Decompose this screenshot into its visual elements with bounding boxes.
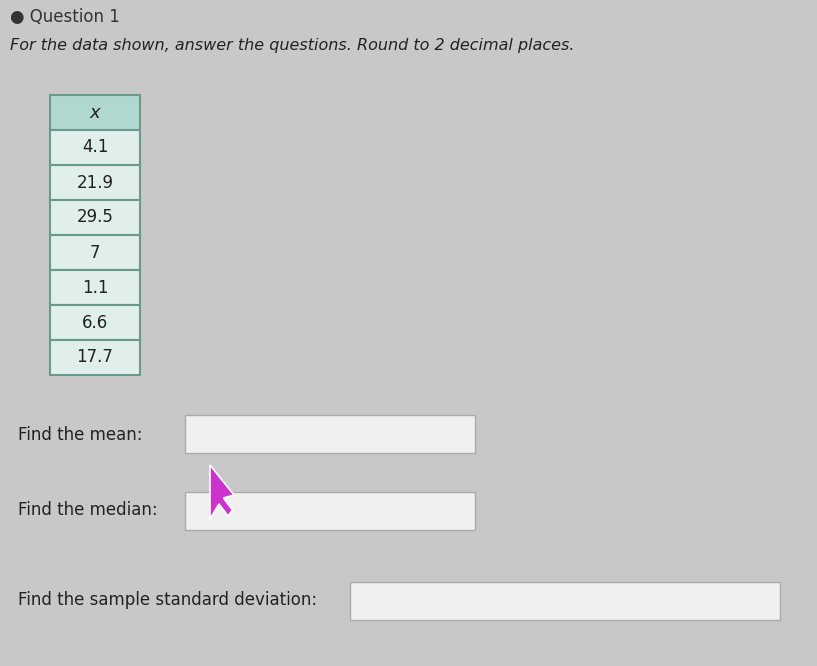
Bar — [50, 200, 140, 235]
Text: Find the median:: Find the median: — [18, 501, 158, 519]
Bar — [50, 130, 140, 165]
Text: 21.9: 21.9 — [77, 174, 114, 192]
Bar — [185, 415, 475, 453]
Bar — [50, 305, 140, 340]
Text: 1.1: 1.1 — [82, 278, 108, 296]
Text: 4.1: 4.1 — [82, 139, 108, 157]
Bar — [50, 270, 140, 305]
Bar — [350, 582, 780, 620]
Text: 29.5: 29.5 — [77, 208, 114, 226]
Text: Find the mean:: Find the mean: — [18, 426, 142, 444]
Text: Find the sample standard deviation:: Find the sample standard deviation: — [18, 591, 317, 609]
Text: ● Question 1: ● Question 1 — [10, 8, 120, 26]
Text: For the data shown, answer the questions. Round to 2 decimal places.: For the data shown, answer the questions… — [10, 38, 574, 53]
Text: 6.6: 6.6 — [82, 314, 108, 332]
Text: x: x — [90, 103, 100, 121]
Text: 7: 7 — [90, 244, 100, 262]
Bar — [50, 165, 140, 200]
Bar — [50, 235, 140, 270]
Text: 17.7: 17.7 — [77, 348, 114, 366]
Polygon shape — [210, 465, 234, 519]
Bar — [50, 340, 140, 375]
Bar — [50, 95, 140, 130]
Bar — [185, 492, 475, 530]
